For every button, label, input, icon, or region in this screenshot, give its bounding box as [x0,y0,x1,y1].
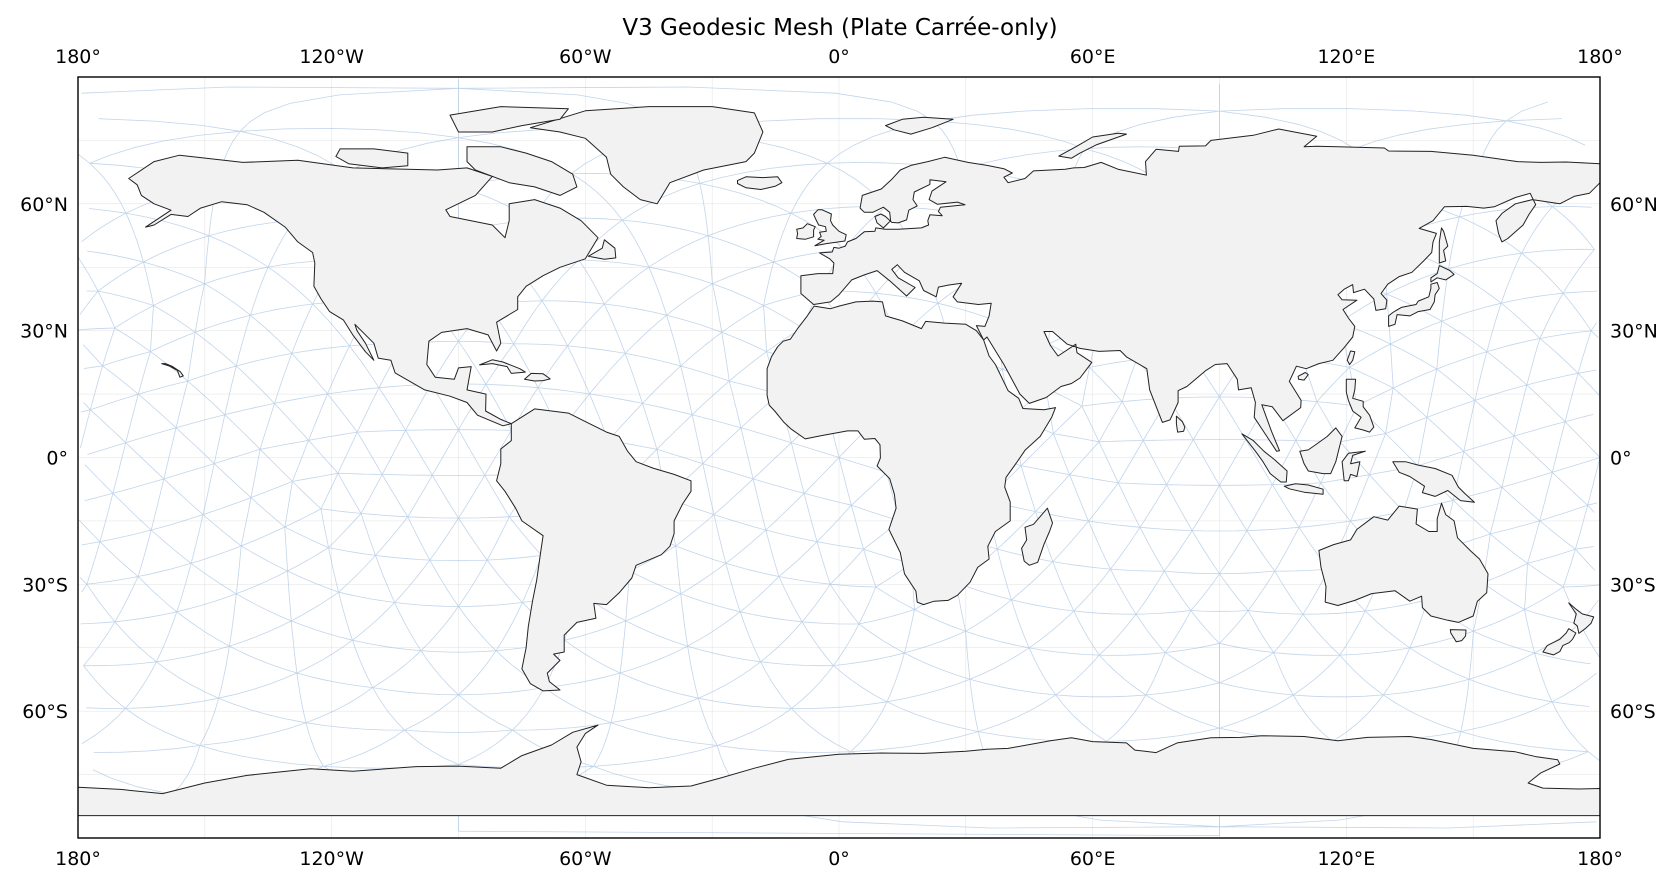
bottom-lon-tick-label: 60°E [1070,848,1116,870]
land-greenland [529,106,764,205]
land-madagascar [1021,507,1053,566]
land-sumatra [1241,433,1288,483]
land-taiwan [1346,350,1356,365]
land-sakhalin [1438,227,1449,264]
land-sri-lanka [1175,415,1186,433]
land-baffin-island [466,146,578,196]
land-iceland [737,176,783,190]
land-masses [78,106,1600,817]
right-lat-tick-label: 0° [1610,448,1632,470]
land-japan [1388,282,1440,327]
land-java [1283,483,1324,495]
left-lat-tick-label: 30°N [20,321,68,343]
land-great-britain [813,209,847,247]
top-lon-tick-label: 60°E [1070,46,1116,68]
land-hokkaido [1430,265,1455,283]
top-lon-tick-label: 120°E [1317,46,1375,68]
land-ellesmere-island [449,106,569,133]
left-lat-tick-label: 60°N [20,194,68,216]
right-lat-tick-label: 60°N [1610,194,1658,216]
bottom-lon-tick-label: 0° [828,848,850,870]
bottom-lon-tick-label: 60°W [559,848,612,870]
land-borneo [1299,427,1343,475]
land-hawaii [161,363,184,378]
left-axis-ticks: 60°N 30°N 0° 30°S 60°S [20,194,68,723]
bottom-lon-tick-label: 120°E [1317,848,1375,870]
right-lat-tick-label: 60°S [1610,701,1656,723]
land-cuba [479,359,526,374]
land-new-guinea [1392,461,1475,503]
land-new-zealand-south [1542,628,1577,656]
land-ireland [796,223,816,240]
land-sulawesi [1341,450,1366,482]
top-lon-tick-label: 180° [55,46,101,68]
left-lat-tick-label: 60°S [22,701,68,723]
bottom-lon-tick-label: 180° [1577,848,1623,870]
map-frame [77,76,1601,839]
bottom-axis-ticks: 180° 120°W 60°W 0° 60°E 120°E 180° [55,848,1623,870]
land-eurasia [800,128,1600,452]
bottom-lon-tick-label: 120°W [299,848,364,870]
top-lon-tick-label: 180° [1577,46,1623,68]
land-svalbard [885,116,954,135]
land-hispaniola [524,372,551,382]
land-philippines [1345,378,1375,433]
land-newfoundland [587,239,617,260]
right-lat-tick-label: 30°S [1610,574,1656,596]
bottom-lon-tick-label: 180° [55,848,101,870]
land-north-america [128,154,599,427]
top-axis-ticks: 180° 120°W 60°W 0° 60°E 120°E 180° [55,46,1623,68]
land-victoria-island [335,148,409,169]
map-title: V3 Geodesic Mesh (Plate Carrée-only) [622,15,1057,41]
right-axis-ticks: 60°N 30°N 0° 30°S 60°S [1610,194,1658,723]
land-south-america [496,408,692,692]
top-lon-tick-label: 120°W [299,46,364,68]
land-novaya-zemlya [1058,132,1127,159]
left-lat-tick-label: 30°S [22,574,68,596]
land-antarctica [78,724,1600,817]
land-new-zealand-north [1568,602,1595,634]
land-australia [1318,502,1489,623]
top-lon-tick-label: 0° [828,46,850,68]
land-africa [766,300,1056,606]
land-hainan [1297,372,1309,381]
top-lon-tick-label: 60°W [559,46,612,68]
land-tasmania [1449,629,1467,643]
left-lat-tick-label: 0° [46,448,68,470]
right-lat-tick-label: 30°N [1610,321,1658,343]
map-plot-area[interactable] [77,76,1601,839]
